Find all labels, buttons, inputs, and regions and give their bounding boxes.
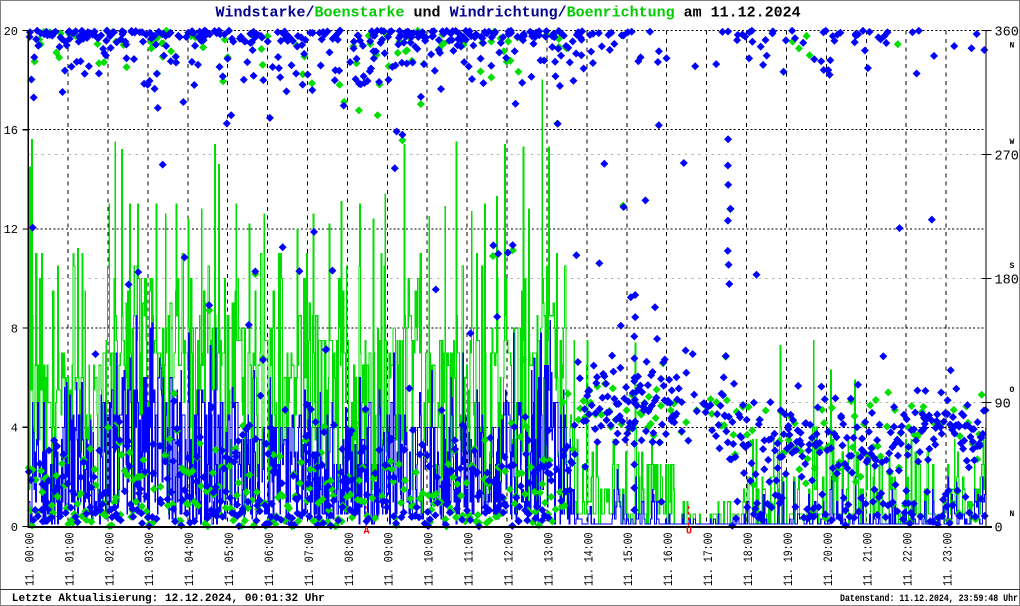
svg-text:8: 8 [11, 322, 18, 336]
svg-text:11. 07:00: 11. 07:00 [302, 533, 317, 587]
svg-text:11. 22:00: 11. 22:00 [901, 533, 916, 587]
svg-text:16: 16 [4, 124, 18, 138]
svg-text:11. 19:00: 11. 19:00 [781, 533, 796, 587]
svg-text:11. 06:00: 11. 06:00 [262, 533, 277, 587]
svg-text:270: 270 [995, 149, 1019, 164]
svg-text:W: W [1010, 138, 1015, 147]
svg-text:11. 01:00: 11. 01:00 [62, 533, 77, 587]
svg-text:N: N [1010, 510, 1015, 519]
svg-text:11. 18:00: 11. 18:00 [741, 533, 756, 587]
svg-text:11. 11:00: 11. 11:00 [462, 533, 477, 587]
svg-text:11. 15:00: 11. 15:00 [621, 533, 636, 587]
svg-text:12: 12 [4, 223, 18, 237]
svg-text:11. 09:00: 11. 09:00 [382, 533, 397, 587]
svg-text:11. 16:00: 11. 16:00 [661, 533, 676, 587]
svg-text:11. 14:00: 11. 14:00 [581, 533, 596, 587]
svg-text:Letzte Aktualisierung: 12.12.2: Letzte Aktualisierung: 12.12.2024, 00:01… [12, 593, 325, 605]
svg-text:S: S [1010, 262, 1015, 271]
svg-text:11. 05:00: 11. 05:00 [222, 533, 237, 587]
svg-text:11. 10:00: 11. 10:00 [422, 533, 437, 587]
svg-text:11. 21:00: 11. 21:00 [861, 533, 876, 587]
svg-text:4: 4 [11, 422, 18, 436]
svg-text:11. 08:00: 11. 08:00 [342, 533, 357, 587]
svg-text:11. 17:00: 11. 17:00 [701, 533, 716, 587]
svg-text:A: A [363, 527, 369, 538]
svg-text:U: U [686, 527, 692, 538]
svg-text:11. 03:00: 11. 03:00 [142, 533, 157, 587]
svg-text:O: O [1010, 386, 1015, 395]
svg-text:11. 04:00: 11. 04:00 [182, 533, 197, 587]
svg-text:N: N [1010, 41, 1015, 50]
svg-text:360: 360 [995, 25, 1019, 40]
svg-text:0: 0 [995, 521, 1003, 536]
svg-text:180: 180 [995, 273, 1019, 288]
svg-text:11. 13:00: 11. 13:00 [541, 533, 556, 587]
svg-text:90: 90 [995, 397, 1011, 412]
svg-text:11. 23:00: 11. 23:00 [941, 533, 956, 587]
svg-text:11. 02:00: 11. 02:00 [102, 533, 117, 587]
svg-text:20: 20 [4, 25, 18, 39]
svg-text:11. 12:00: 11. 12:00 [502, 533, 517, 587]
svg-text:11. 00:00: 11. 00:00 [23, 533, 38, 587]
svg-text:Datenstand: 11.12.2024, 23:59:: Datenstand: 11.12.2024, 23:59:48 Uhr [840, 593, 1018, 605]
svg-text:11. 20:00: 11. 20:00 [821, 533, 836, 587]
svg-text:Windstarke/Boenstarke und Wind: Windstarke/Boenstarke und Windrichtung/B… [216, 5, 801, 22]
svg-text:0: 0 [11, 521, 18, 535]
